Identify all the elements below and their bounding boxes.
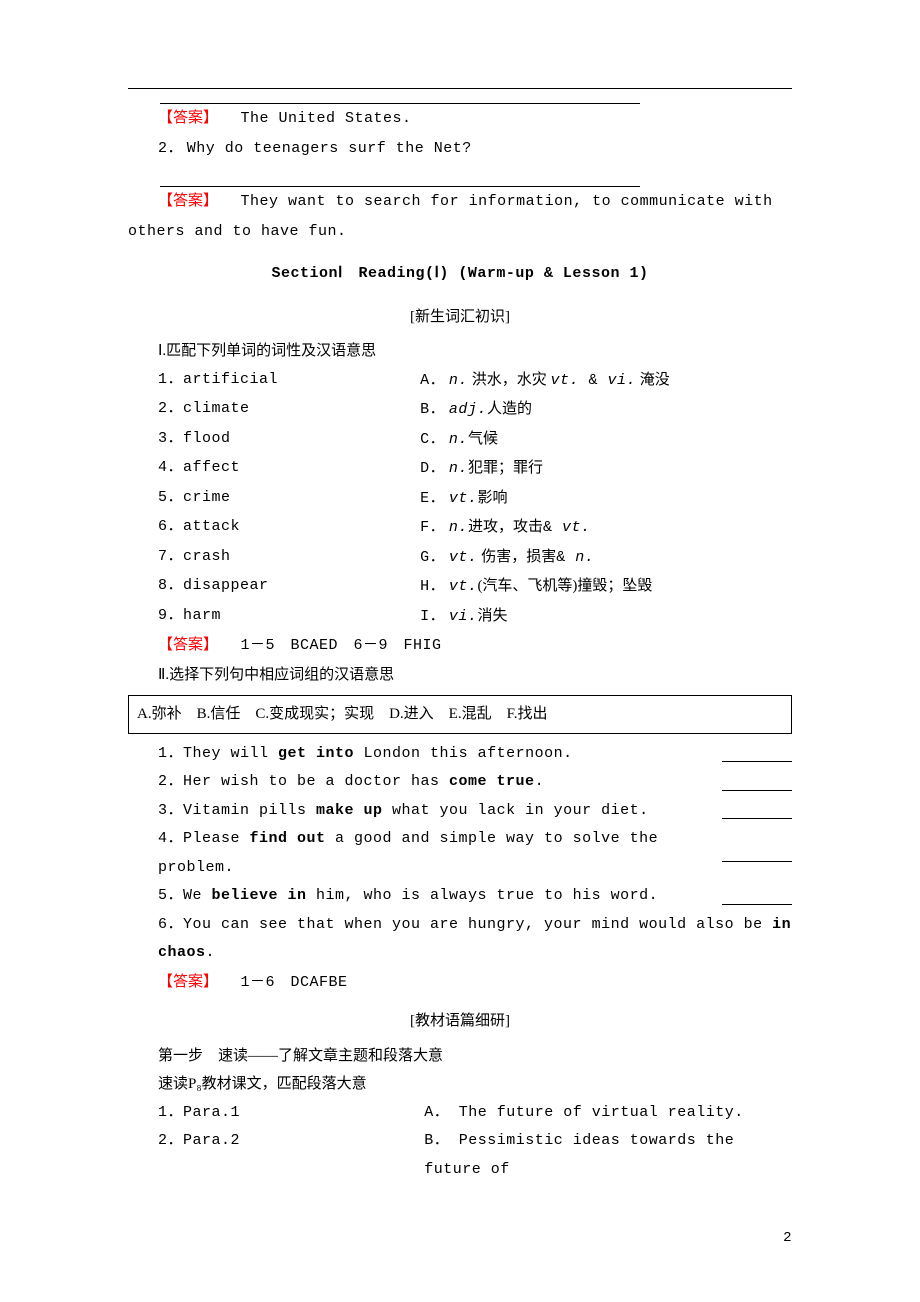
vocab-right: E． vt.影响 (420, 484, 792, 514)
choice-box: A.弥补 B.信任 C.变成现实；实现 D.进入 E.混乱 F.找出 (128, 695, 792, 734)
vocab-heading: [新生词汇初识] (128, 303, 792, 332)
sentence-row: 4．Please find out a good and simple way … (128, 825, 792, 882)
sentence-blank (722, 774, 792, 791)
vocab-left: 5．crime (128, 484, 420, 514)
vocab-row: 6．attackF． n.进攻，攻击& vt. (128, 513, 792, 543)
vocab-row: 2．climateB． adj.人造的 (128, 395, 792, 425)
vocab-row: 3．floodC． n.气候 (128, 425, 792, 455)
vocab-row: 1．artificialA． n. 洪水，水灾 vt. & vi. 淹没 (128, 366, 792, 396)
para-row: 1．Para.1A． The future of virtual reality… (128, 1099, 792, 1128)
section-title: SectionⅠ Reading(Ⅰ) (Warm-up & Lesson 1) (128, 260, 792, 289)
para-right: B． Pessimistic ideas towards the future … (424, 1127, 792, 1184)
answer-blank-2 (160, 163, 640, 187)
sentence-text: 6．You can see that when you are hungry, … (158, 911, 792, 968)
choices-text: A.弥补 B.信任 C.变成现实；实现 D.进入 E.混乱 F.找出 (137, 706, 547, 722)
sentence-blank (722, 888, 792, 905)
vocab-right: A． n. 洪水，水灾 vt. & vi. 淹没 (420, 366, 792, 396)
sentence-text: 5．We believe in him, who is always true … (158, 882, 712, 911)
para-match-list: 1．Para.1A． The future of virtual reality… (128, 1099, 792, 1185)
vocab-ans1-text: 1－5 BCAED 6－9 FHIG (241, 637, 442, 654)
sentence-row: 5．We believe in him, who is always true … (128, 882, 792, 911)
vocab-row: 7．crashG． vt. 伤害，损害& n. (128, 543, 792, 573)
vocab-row: 4．affectD． n.犯罪；罪行 (128, 454, 792, 484)
vocab-left: 9．harm (128, 602, 420, 632)
vocab-right: B． adj.人造的 (420, 395, 792, 425)
vocab-row: 5．crimeE． vt.影响 (128, 484, 792, 514)
answer-1-text: The United States. (241, 110, 412, 127)
vocab-match-list: 1．artificialA． n. 洪水，水灾 vt. & vi. 淹没2．cl… (128, 366, 792, 632)
vocab-row: 8．disappearH． vt.(汽车、飞机等)撞毁；坠毁 (128, 572, 792, 602)
vocab-answer-2: 【答案】 1－6 DCAFBE (128, 968, 792, 998)
answer-1: 【答案】 The United States. (128, 104, 792, 134)
q2-text: Why do teenagers surf the Net? (187, 140, 472, 157)
vocab-right: F． n.进攻，攻击& vt. (420, 513, 792, 543)
vocab-left: 2．climate (128, 395, 420, 425)
vocab-left: 4．affect (128, 454, 420, 484)
para-left: 2．Para.2 (158, 1127, 424, 1184)
page-number: 2 (783, 1225, 792, 1252)
answer-label: 【答案】 (158, 637, 218, 653)
sentence-blank (722, 845, 792, 862)
vocab-left: 1．artificial (128, 366, 420, 396)
task1-title: Ⅰ.匹配下列单词的词性及汉语意思 (128, 337, 792, 366)
vocab-answer-1: 【答案】 1－5 BCAED 6－9 FHIG (128, 631, 792, 661)
sentence-row: 1．They will get into London this afterno… (128, 740, 792, 769)
sentence-row: 2．Her wish to be a doctor has come true. (128, 768, 792, 797)
sentence-text: 3．Vitamin pills make up what you lack in… (158, 797, 712, 826)
answer-label: 【答案】 (158, 110, 218, 126)
header-rule (128, 88, 792, 89)
task2-title: Ⅱ.选择下列句中相应词组的汉语意思 (128, 661, 792, 690)
sentence-blank (722, 746, 792, 763)
answer-2: 【答案】 They want to search for information… (128, 187, 792, 246)
vocab-ans2-text: 1－6 DCAFBE (241, 974, 348, 991)
answer-blank-1 (160, 80, 640, 104)
question-2: 2． Why do teenagers surf the Net? (128, 134, 792, 164)
vocab-right: C． n.气候 (420, 425, 792, 455)
vocab-row: 9．harmI． vi.消失 (128, 602, 792, 632)
answer-label: 【答案】 (158, 974, 218, 990)
step1: 第一步 速读——了解文章主题和段落大意 (128, 1042, 792, 1071)
para-right: A． The future of virtual reality. (424, 1099, 792, 1128)
vocab-left: 3．flood (128, 425, 420, 455)
para-row: 2．Para.2B． Pessimistic ideas towards the… (128, 1127, 792, 1184)
vocab-left: 7．crash (128, 543, 420, 573)
vocab-left: 8．disappear (128, 572, 420, 602)
vocab-right: G． vt. 伤害，损害& n. (420, 543, 792, 573)
q2-number: 2． (158, 140, 183, 157)
para-left: 1．Para.1 (158, 1099, 424, 1128)
sentence-list: 1．They will get into London this afterno… (128, 740, 792, 968)
sentence-text: 2．Her wish to be a doctor has come true. (158, 768, 712, 797)
sentence-row: 3．Vitamin pills make up what you lack in… (128, 797, 792, 826)
sentence-blank (722, 803, 792, 820)
vocab-right: I． vi.消失 (420, 602, 792, 632)
sentence-row: 6．You can see that when you are hungry, … (128, 911, 792, 968)
sentence-text: 4．Please find out a good and simple way … (158, 825, 712, 882)
page: 【答案】 The United States. 2． Why do teenag… (0, 0, 920, 1302)
vocab-left: 6．attack (128, 513, 420, 543)
vocab-right: D． n.犯罪；罪行 (420, 454, 792, 484)
textstudy-heading: [教材语篇细研] (128, 1007, 792, 1036)
sentence-text: 1．They will get into London this afterno… (158, 740, 712, 769)
answer-label: 【答案】 (158, 193, 218, 209)
instruction: 速读P₈教材课文，匹配段落大意 (128, 1070, 792, 1099)
vocab-right: H． vt.(汽车、飞机等)撞毁；坠毁 (420, 572, 792, 602)
